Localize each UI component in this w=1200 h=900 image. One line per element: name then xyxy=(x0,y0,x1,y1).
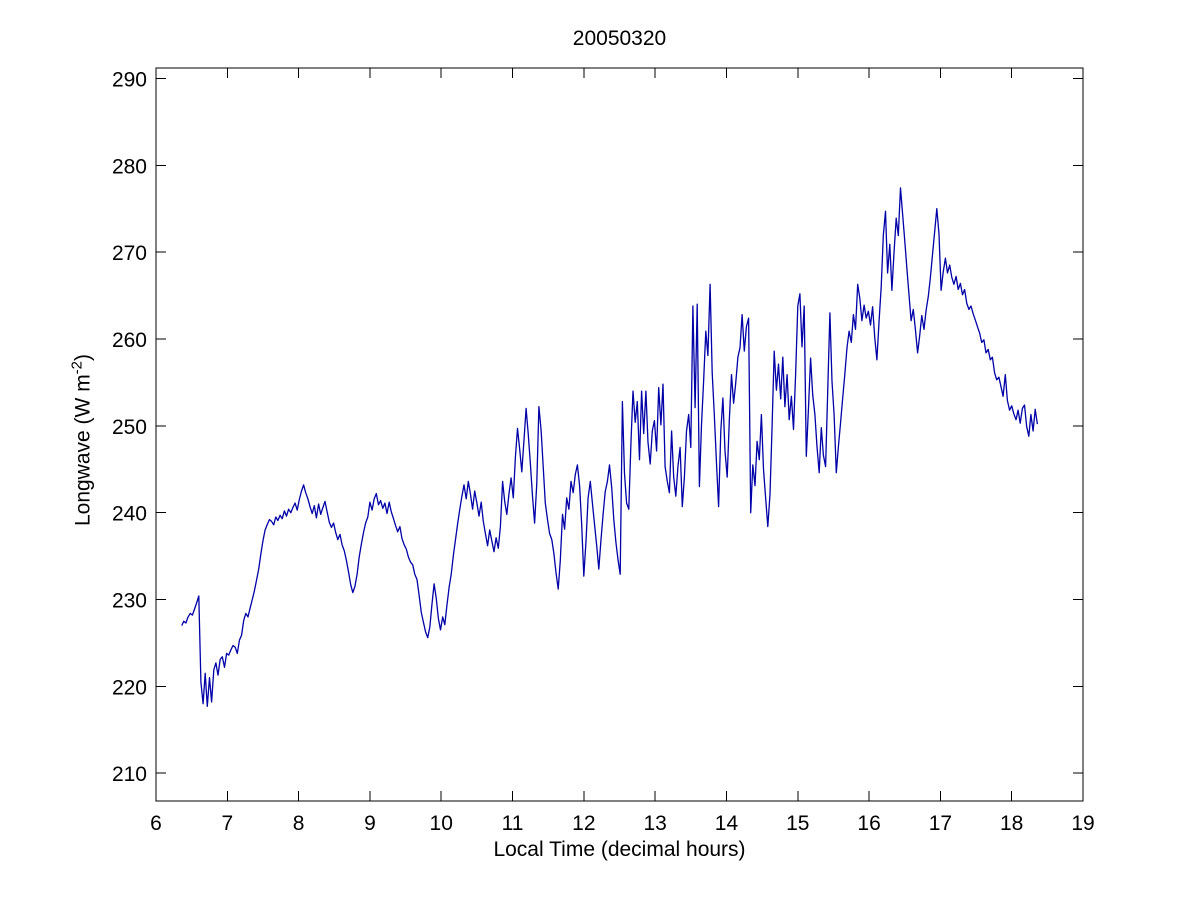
y-axis-label-main: Longwave (W m xyxy=(71,374,95,527)
x-tick-label: 16 xyxy=(857,812,880,835)
x-tick-label: 13 xyxy=(643,812,666,835)
y-tick-label: 260 xyxy=(112,329,147,352)
x-tick-label: 10 xyxy=(430,812,453,835)
x-tick-label: 18 xyxy=(1000,812,1023,835)
y-axis-label-superscript: -2 xyxy=(68,360,86,375)
x-tick-label: 12 xyxy=(572,812,595,835)
axes-box xyxy=(155,67,1084,802)
x-tick-label: 7 xyxy=(221,812,233,835)
x-tick-label: 17 xyxy=(929,812,952,835)
x-tick-label: 6 xyxy=(150,812,162,835)
y-tick-label: 280 xyxy=(112,155,147,178)
y-axis-label: Longwave (W m-2) xyxy=(69,354,96,526)
y-tick-label: 230 xyxy=(112,590,147,613)
y-tick-label: 240 xyxy=(112,503,147,526)
y-tick-label: 270 xyxy=(112,242,147,265)
x-tick-label: 19 xyxy=(1071,812,1094,835)
x-tick-label: 15 xyxy=(786,812,809,835)
y-tick-label: 250 xyxy=(112,416,147,439)
x-tick-label: 11 xyxy=(502,812,524,835)
data-series-longwave xyxy=(181,187,1039,707)
chart-title: 20050320 xyxy=(572,27,667,50)
y-tick-label: 210 xyxy=(112,763,147,786)
x-tick-label: 14 xyxy=(715,812,739,835)
x-tick-label: 9 xyxy=(364,812,376,835)
y-axis-label-end: ) xyxy=(71,353,95,361)
y-tick-label: 290 xyxy=(112,68,147,91)
x-axis-label: Local Time (decimal hours) xyxy=(493,838,746,861)
x-tick-label: 8 xyxy=(293,812,305,835)
y-tick-label: 220 xyxy=(112,676,147,699)
